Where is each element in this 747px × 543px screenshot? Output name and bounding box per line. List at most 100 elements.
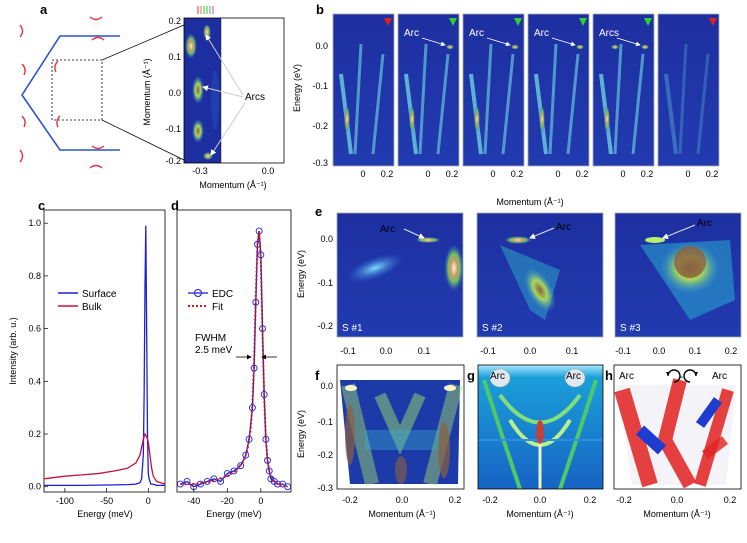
e-sample-1-label: S #1 (342, 323, 363, 334)
panel-f: f Energy (eV) 0.0 -0.1 -0.2 -0.3 Arc Arc… (296, 364, 465, 519)
b-subpanel-label-4: Arc (534, 28, 549, 39)
edc-point (183, 478, 191, 485)
panel-a: a (19, 2, 285, 190)
panel-letter-g: g (467, 368, 475, 383)
f-ytick-2: -0.1 (317, 417, 333, 427)
g-xtick-3: 0.2 (584, 495, 597, 505)
xtick-label: 0 (258, 496, 263, 506)
g-xtick-2: 0.0 (534, 495, 547, 505)
c-xlabel: Energy (meV) (77, 509, 133, 519)
d-legend-fit: Fit (212, 302, 223, 313)
panel-letter-h: h (605, 368, 613, 383)
g-arc-right: Arc (566, 371, 581, 382)
e-sample-2: S #2 Arc -0.1 0.0 0.1 (476, 212, 604, 356)
e-s3-xtick-4: 0.2 (725, 346, 738, 356)
b-xtick-02-4: 0.2 (576, 169, 589, 179)
e-ytick-2: -0.1 (317, 278, 333, 288)
h-arc-right: Arc (712, 371, 727, 382)
ytick-label: 0.4 (28, 376, 41, 386)
a-ytick-1: 0.2 (168, 16, 181, 26)
e-s2-xtick-1: -0.1 (480, 346, 496, 356)
arcs-annotation: Arcs (245, 92, 265, 103)
d-legend-edc: EDC (212, 289, 233, 300)
xtick-label: 0 (146, 496, 151, 506)
d-xlabel: Energy (meV) (206, 509, 262, 519)
panel-c: c -100 -50 0 1.0 0.8 0.6 0.4 0.2 0.0 Intensity (… (8, 198, 166, 519)
ytick-label: 0.0 (28, 482, 41, 492)
f-xtick-3: 0.2 (449, 495, 462, 505)
f-xtick-1: -0.2 (342, 495, 358, 505)
arc-map-top-arrows (197, 6, 214, 14)
a-xtick-2: 0.0 (262, 166, 275, 176)
c-legend: Surface Bulk (58, 289, 117, 313)
b-xtick-02-3: 0.2 (511, 169, 524, 179)
panel-g: g Arc Arc -0.2 0.0 0.2 Momentum (Å⁻¹) (467, 364, 604, 519)
a-ylabel: Momentum (Å⁻¹) (142, 58, 152, 125)
d-fwhm-value: 2.5 meV (195, 345, 233, 356)
b-subpanel-5: Arcs 0 0.2 (592, 13, 655, 179)
b-xlabel: Momentum (Å⁻¹) (496, 197, 563, 207)
b-subpanel-3: Arc 0 0.2 (462, 13, 525, 179)
ytick-label: 0.8 (28, 271, 41, 281)
b-xtick-02-2: 0.2 (446, 169, 459, 179)
f-arc-left: Arc (345, 371, 360, 382)
b-subpanel-label-2: Arc (404, 28, 419, 39)
g-xlabel: Momentum (Å⁻¹) (506, 509, 573, 519)
b-ylabel: Energy (eV) (292, 64, 302, 112)
a-ytick-4: -0.1 (165, 124, 181, 134)
e-ylabel: Energy (eV) (296, 250, 306, 298)
edc-point (230, 467, 238, 475)
b-xtick-0-1: 0 (360, 169, 365, 179)
e-sample-3: S #3 Arc -0.1 0.0 0.1 0.2 (614, 212, 742, 356)
e-sample-1: S #1 Arc -0.1 0.0 0.1 (336, 212, 464, 356)
h-arc-left: Arc (619, 371, 634, 382)
h-xtick-2: 0.0 (671, 495, 684, 505)
fermi-surface-schematic (19, 16, 185, 169)
panel-e: e Energy (eV) 0.0 -0.1 -0.2 S #1 Arc -0.… (296, 204, 742, 356)
xtick-label: -40 (187, 496, 200, 506)
e-s2-xtick-2: 0.0 (524, 346, 537, 356)
xtick-label: -20 (221, 496, 234, 506)
circular-polarization-icon: - (666, 369, 698, 383)
panel-b: b Energy (eV) 0.0 -0.1 -0.2 -0.3 0 0.2Arc… (292, 2, 720, 207)
xtick-label: -100 (56, 496, 74, 506)
e-sample-2-label: S #2 (482, 323, 503, 334)
ytick-label: 0.6 (28, 324, 41, 334)
panel-letter-b: b (316, 2, 324, 17)
b-subpanel-label-5: Arcs (599, 28, 619, 39)
b-subpanel-6: 0 0.2 (657, 13, 720, 179)
edc-point (237, 462, 245, 470)
b-subpanel-1: 0 0.2 (332, 13, 395, 179)
series-line-fit (180, 230, 288, 488)
b-xtick-0-6: 0 (685, 169, 690, 179)
edc-point (223, 470, 231, 478)
edc-point (176, 480, 184, 488)
e-sample-2-arc: Arc (556, 222, 571, 233)
b-ytick-2: -0.1 (312, 81, 328, 91)
panel-h: h Arc Arc - -0.2 0.0 0.2 Momentum (Å⁻¹) (605, 364, 742, 519)
e-s1-xtick-3: 0.1 (418, 346, 431, 356)
e-s3-xtick-3: 0.1 (689, 346, 702, 356)
e-ytick-3: -0.2 (317, 321, 333, 331)
b-xtick-02-1: 0.2 (381, 169, 394, 179)
b-subpanel-label-3: Arc (469, 28, 484, 39)
f-ytick-4: -0.3 (317, 483, 333, 493)
e-s1-xtick-1: -0.1 (340, 346, 356, 356)
xtick-label: -50 (100, 496, 113, 506)
series-line-bulk (43, 432, 166, 485)
b-subpanel-4: Arc 0 0.2 (527, 13, 590, 179)
f-ytick-3: -0.2 (317, 450, 333, 460)
panel-letter-f: f (315, 368, 320, 383)
b-ytick-4: -0.3 (312, 158, 328, 168)
f-xtick-2: 0.0 (396, 495, 409, 505)
series-line-edc (180, 231, 288, 488)
h-xlabel: Momentum (Å⁻¹) (643, 509, 710, 519)
e-ytick-1: 0.0 (320, 234, 333, 244)
c-plot: -100 -50 0 1.0 0.8 0.6 0.4 0.2 0.0 (28, 218, 166, 506)
b-ytick-1: 0.0 (315, 41, 328, 51)
e-sample-1-arc: Arc (380, 224, 395, 235)
series-line-surface (44, 225, 165, 487)
panel-d: d -40 -20 0 Energy (meV) EDC Fit FWHM 2.5 … (171, 198, 292, 519)
